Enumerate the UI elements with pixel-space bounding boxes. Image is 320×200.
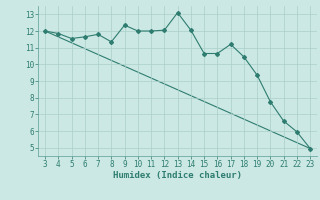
X-axis label: Humidex (Indice chaleur): Humidex (Indice chaleur) <box>113 171 242 180</box>
